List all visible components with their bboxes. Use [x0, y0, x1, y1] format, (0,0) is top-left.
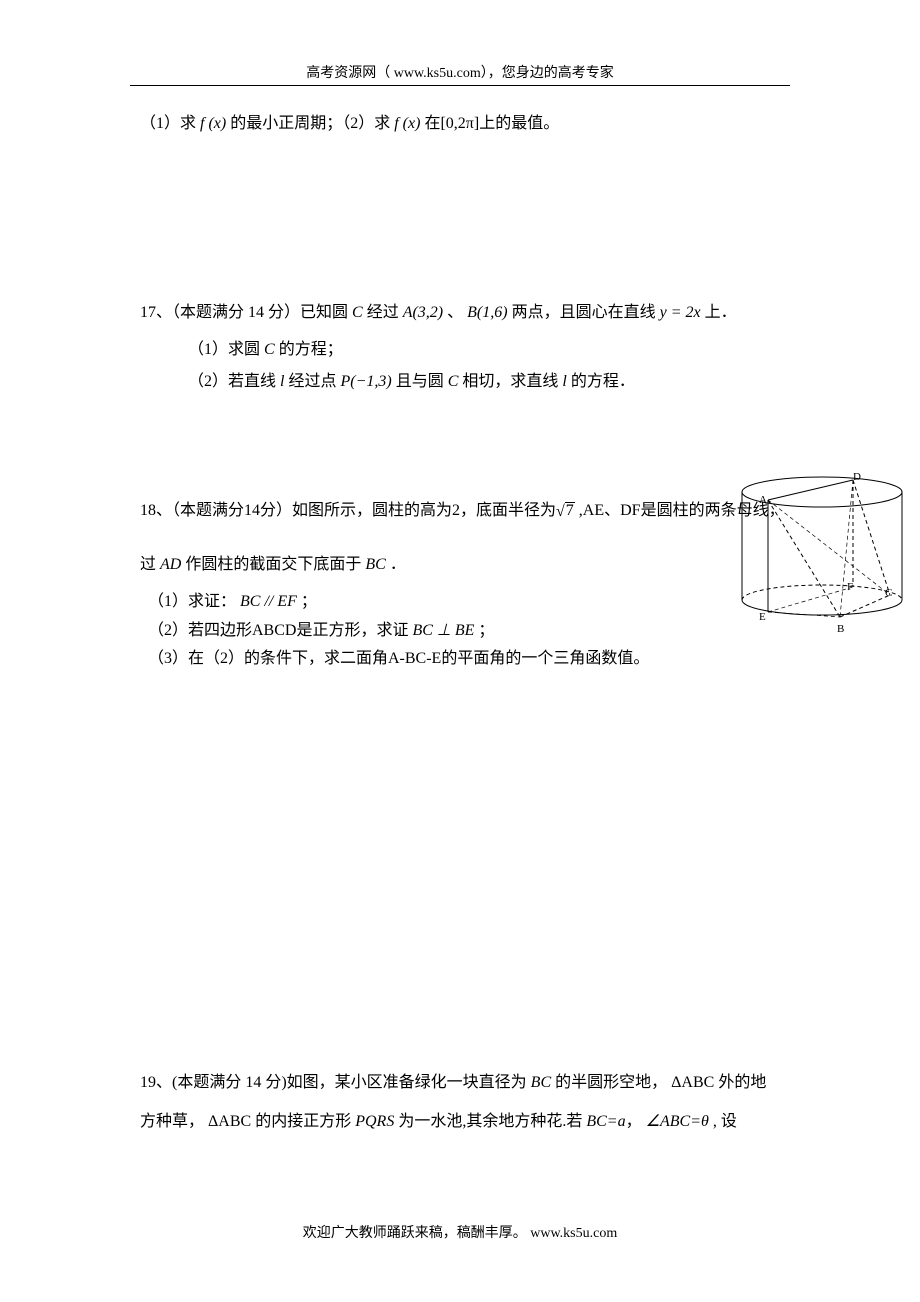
svg-text:A: A [759, 494, 767, 506]
q18-sqrt7: 7 [565, 502, 575, 519]
q18-sub1-b: ； [301, 593, 317, 610]
q18-sub3: （3）在（2）的条件下，求二面角A-BC-E的平面角的一个三角函数值。 [140, 645, 880, 674]
svg-text:E: E [759, 611, 766, 623]
footer-text: 欢迎广大教师踊跃来稿，稿酬丰厚。 www.ks5u.com [303, 1226, 617, 1241]
q19: 19、(本题满分 14 分)如图，某小区准备绿化一块直径为 BC 的半圆形空地，… [140, 1064, 880, 1141]
q18-intro2-c: ． [390, 556, 406, 573]
q17-sub1-b: 的方程； [279, 341, 343, 358]
q18-sub1-a: （1）求证： [148, 593, 236, 610]
q19-line1: 19、(本题满分 14 分)如图，某小区准备绿化一块直径为 BC 的半圆形空地，… [140, 1064, 880, 1102]
q17-intro: 17、（本题满分 14 分）已知圆 C 经过 A(3,2) 、 B(1,6) 两… [140, 299, 880, 328]
q19-l2-d: , 设 [713, 1113, 737, 1130]
header-underline [130, 85, 790, 86]
q17-intro-c: 两点，且圆心在直线 [512, 304, 656, 321]
q19-comma: ， [626, 1113, 642, 1130]
q17-intro-d: 上． [705, 304, 737, 321]
q19-l2-b: 的内接正方形 [255, 1113, 351, 1130]
q16-expr2: f (x) [390, 115, 424, 132]
q18-sub3-text: （3）在（2）的条件下，求二面角A-BC-E的平面角的一个三角函数值。 [148, 650, 649, 667]
header-text: 高考资源网（ www.ks5u.com），您身边的高考专家 [306, 66, 613, 81]
q17: 17、（本题满分 14 分）已知圆 C 经过 A(3,2) 、 B(1,6) 两… [140, 299, 880, 397]
q19-eq1: BC=a [582, 1113, 625, 1130]
q18-sub2-b: ； [478, 622, 494, 639]
q17-B: B(1,6) [463, 304, 511, 321]
q18-BC: BC [361, 556, 389, 573]
q18-sub2-a: （2）若四边形ABCD是正方形，求证 [148, 622, 408, 639]
q18-intro-a: 18、（本题满分14分）如图所示，圆柱的高为2，底面半径为 [140, 502, 556, 519]
cylinder-figure: A D E F B C [735, 470, 910, 635]
q18-intro2-b: 作圆柱的截面交下底面于 [185, 556, 361, 573]
q16-p1-mid: 的最小正周期；（2）求 [230, 115, 390, 132]
q17-A: A(3,2) [399, 304, 447, 321]
q17-intro-b: 经过 [367, 304, 399, 321]
q17-sub2-d: 相切，求直线 [462, 373, 558, 390]
q18-sub1-rel: BC // EF [236, 593, 301, 610]
q18-intro2-a: 过 [140, 556, 156, 573]
q19-l1-b: 的半圆形空地， [555, 1074, 667, 1091]
q19-l1-a: 19、(本题满分 14 分)如图，某小区准备绿化一块直径为 [140, 1074, 527, 1091]
q17-C-3: C [444, 373, 463, 390]
q19-tri-2: ΔABC [204, 1113, 255, 1130]
q19-line2: 方种草， ΔABC 的内接正方形 PQRS 为一水池,其余地方种花.若 BC=a… [140, 1103, 880, 1141]
q17-sub2: （2）若直线 l 经过点 P(−1,3) 且与圆 C 相切，求直线 l 的方程． [140, 368, 880, 397]
q19-l2-c: 为一水池,其余地方种花.若 [398, 1113, 582, 1130]
page-footer: 欢迎广大教师踊跃来稿，稿酬丰厚。 www.ks5u.com [0, 1222, 920, 1242]
q19-tri-1: ΔABC [667, 1074, 718, 1091]
q16-p1-prefix: （1）求 [140, 115, 196, 132]
q17-sub2-a: （2）若直线 [188, 373, 276, 390]
q17-C-1: C [348, 304, 367, 321]
q19-l2-a: 方种草， [140, 1113, 204, 1130]
q17-l-1: l [276, 373, 288, 390]
q18-AD: AD [156, 556, 185, 573]
svg-text:D: D [853, 471, 861, 483]
q17-lineeq: y = 2x [656, 304, 705, 321]
cylinder-svg: A D E F B C [735, 470, 910, 635]
q16-expr1: f (x) [196, 115, 230, 132]
svg-text:B: B [837, 623, 844, 635]
q17-P: P(−1,3) [336, 373, 395, 390]
q17-dot: 、 [447, 304, 463, 321]
q17-sub2-b: 经过点 [288, 373, 336, 390]
q16-p1-mid2: 在 [424, 115, 440, 132]
q16-interval: [0,2π] [440, 115, 479, 132]
q19-BC: BC [527, 1074, 555, 1091]
q17-l-2: l [558, 373, 570, 390]
q17-sub2-e: 的方程． [571, 373, 635, 390]
q19-eq2: ∠ABC=θ [642, 1113, 713, 1130]
q19-l1-c: 外的地 [718, 1074, 766, 1091]
page-header: 高考资源网（ www.ks5u.com），您身边的高考专家 [0, 62, 920, 82]
q19-PQRS: PQRS [351, 1113, 398, 1130]
q17-sub1: （1）求圆 C 的方程； [140, 336, 880, 365]
q17-sub1-a: （1）求圆 [188, 341, 260, 358]
q16-p1-suffix: 上的最值。 [479, 115, 559, 132]
q17-intro-a: 17、（本题满分 14 分）已知圆 [140, 304, 348, 321]
q17-C-2: C [260, 341, 279, 358]
q17-sub2-c: 且与圆 [396, 373, 444, 390]
sqrt-symbol: √ [556, 503, 565, 520]
q16-tail: （1）求 f (x) 的最小正周期；（2）求 f (x) 在[0,2π]上的最值… [140, 110, 880, 139]
q18-sub2-rel: BC ⊥ BE [408, 622, 478, 639]
